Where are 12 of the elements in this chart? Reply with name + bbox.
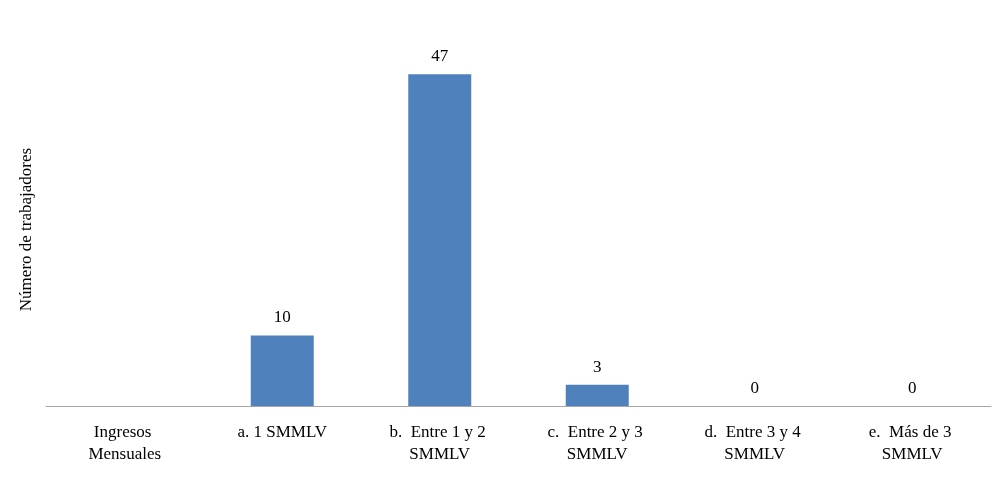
- data-label: 3: [593, 356, 602, 376]
- y-axis-title: Número de trabajadores: [16, 147, 35, 312]
- x-tick-label: c. Entre 2 y 3 SMMLV: [547, 421, 648, 463]
- data-label: 0: [750, 378, 759, 397]
- x-tick-label: b. Entre 1 y 2 SMMLV: [389, 421, 491, 463]
- data-label: 10: [273, 307, 291, 327]
- x-tick-label: d. Entre 3 y 4 SMMLV: [704, 421, 806, 463]
- data-label: 47: [431, 46, 449, 66]
- x-tick-label: Ingresos Mensuales: [88, 421, 162, 463]
- data-label: 0: [908, 378, 917, 397]
- x-tick-label: a. 1 SMMLV: [237, 421, 328, 441]
- x-tick-label: e. Más de 3 SMMLV: [868, 421, 956, 463]
